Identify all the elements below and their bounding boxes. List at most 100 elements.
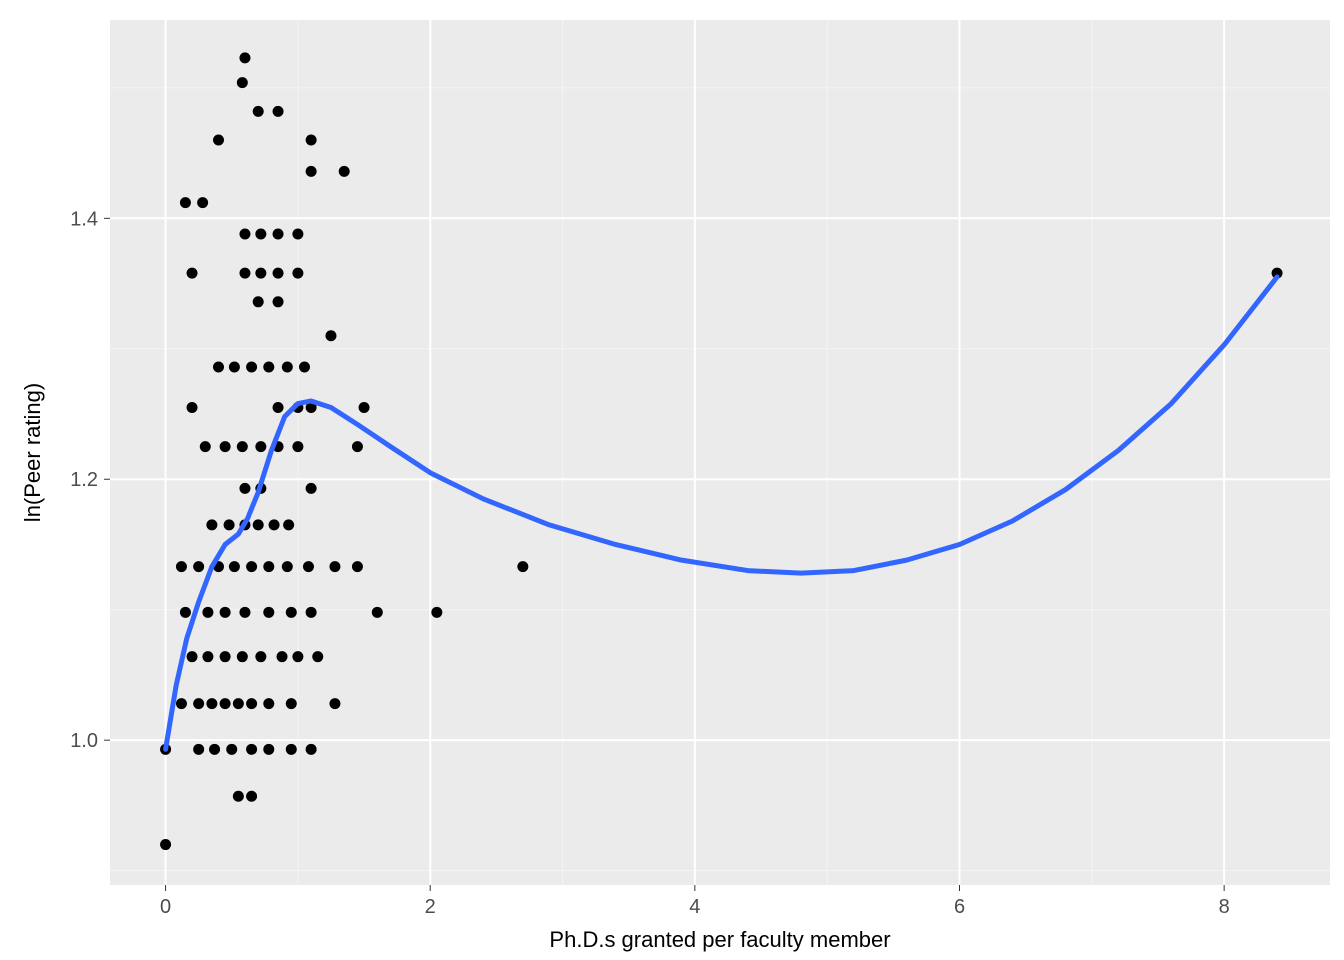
data-point — [246, 744, 257, 755]
scatter-chart: 0 2 4 6 8 1.0 1.2 1.4 Ph.D.s granted per faculty… — [0, 0, 1344, 960]
data-point — [200, 441, 211, 452]
data-point — [209, 744, 220, 755]
data-point — [517, 561, 528, 572]
y-tick-label: 1.4 — [70, 208, 98, 230]
data-point — [253, 519, 264, 530]
y-tick-label: 1.0 — [70, 730, 98, 752]
data-point — [220, 441, 231, 452]
data-point — [312, 651, 323, 662]
data-point — [273, 402, 284, 413]
data-point — [329, 561, 340, 572]
data-point — [220, 698, 231, 709]
data-point — [431, 607, 442, 618]
data-point — [286, 607, 297, 618]
data-point — [233, 698, 244, 709]
data-point — [180, 607, 191, 618]
data-point — [263, 607, 274, 618]
data-point — [220, 607, 231, 618]
data-point — [213, 135, 224, 146]
data-point — [255, 651, 266, 662]
data-point — [306, 135, 317, 146]
x-tick-label: 8 — [1219, 896, 1230, 918]
data-point — [263, 744, 274, 755]
data-point — [246, 791, 257, 802]
data-point — [239, 228, 250, 239]
data-point — [299, 362, 310, 373]
data-point — [224, 519, 235, 530]
data-point — [255, 228, 266, 239]
data-point — [239, 483, 250, 494]
data-point — [233, 791, 244, 802]
data-point — [292, 268, 303, 279]
data-point — [286, 698, 297, 709]
data-point — [306, 607, 317, 618]
data-point — [202, 651, 213, 662]
data-point — [292, 651, 303, 662]
data-point — [303, 561, 314, 572]
data-point — [239, 268, 250, 279]
data-point — [306, 166, 317, 177]
x-tick-label: 2 — [425, 896, 436, 918]
data-point — [246, 561, 257, 572]
chart-svg: 0 2 4 6 8 1.0 1.2 1.4 Ph.D.s granted per faculty… — [0, 0, 1344, 960]
data-point — [239, 52, 250, 63]
data-point — [193, 561, 204, 572]
data-point — [263, 698, 274, 709]
data-point — [213, 362, 224, 373]
data-point — [273, 228, 284, 239]
data-point — [352, 561, 363, 572]
data-point — [263, 561, 274, 572]
data-point — [269, 519, 280, 530]
data-point — [253, 296, 264, 307]
data-point — [282, 362, 293, 373]
data-point — [229, 362, 240, 373]
data-point — [206, 519, 217, 530]
x-tick-label: 6 — [954, 896, 965, 918]
data-point — [197, 197, 208, 208]
data-point — [202, 607, 213, 618]
data-point — [273, 106, 284, 117]
data-point — [283, 519, 294, 530]
data-point — [273, 268, 284, 279]
data-point — [237, 651, 248, 662]
data-point — [187, 268, 198, 279]
data-point — [372, 607, 383, 618]
x-axis-label: Ph.D.s granted per faculty member — [549, 927, 890, 952]
data-point — [292, 228, 303, 239]
data-point — [160, 839, 171, 850]
data-point — [193, 698, 204, 709]
data-point — [359, 402, 370, 413]
data-point — [273, 296, 284, 307]
data-point — [352, 441, 363, 452]
data-point — [263, 362, 274, 373]
data-point — [239, 607, 250, 618]
data-point — [246, 698, 257, 709]
data-point — [176, 561, 187, 572]
data-point — [286, 744, 297, 755]
data-point — [306, 483, 317, 494]
data-point — [180, 197, 191, 208]
plot-panel — [110, 20, 1330, 885]
data-point — [325, 330, 336, 341]
data-point — [255, 441, 266, 452]
x-tick-label: 0 — [160, 896, 171, 918]
data-point — [292, 441, 303, 452]
data-point — [329, 698, 340, 709]
data-point — [339, 166, 350, 177]
data-point — [237, 77, 248, 88]
x-tick-label: 4 — [689, 896, 700, 918]
data-point — [277, 651, 288, 662]
data-point — [282, 561, 293, 572]
data-point — [237, 441, 248, 452]
data-point — [206, 698, 217, 709]
data-point — [306, 744, 317, 755]
data-point — [255, 268, 266, 279]
y-tick-label: 1.2 — [70, 469, 98, 491]
data-point — [187, 402, 198, 413]
data-point — [226, 744, 237, 755]
data-point — [220, 651, 231, 662]
y-axis-label: ln(Peer rating) — [20, 383, 45, 522]
data-point — [176, 698, 187, 709]
data-point — [246, 362, 257, 373]
data-point — [229, 561, 240, 572]
